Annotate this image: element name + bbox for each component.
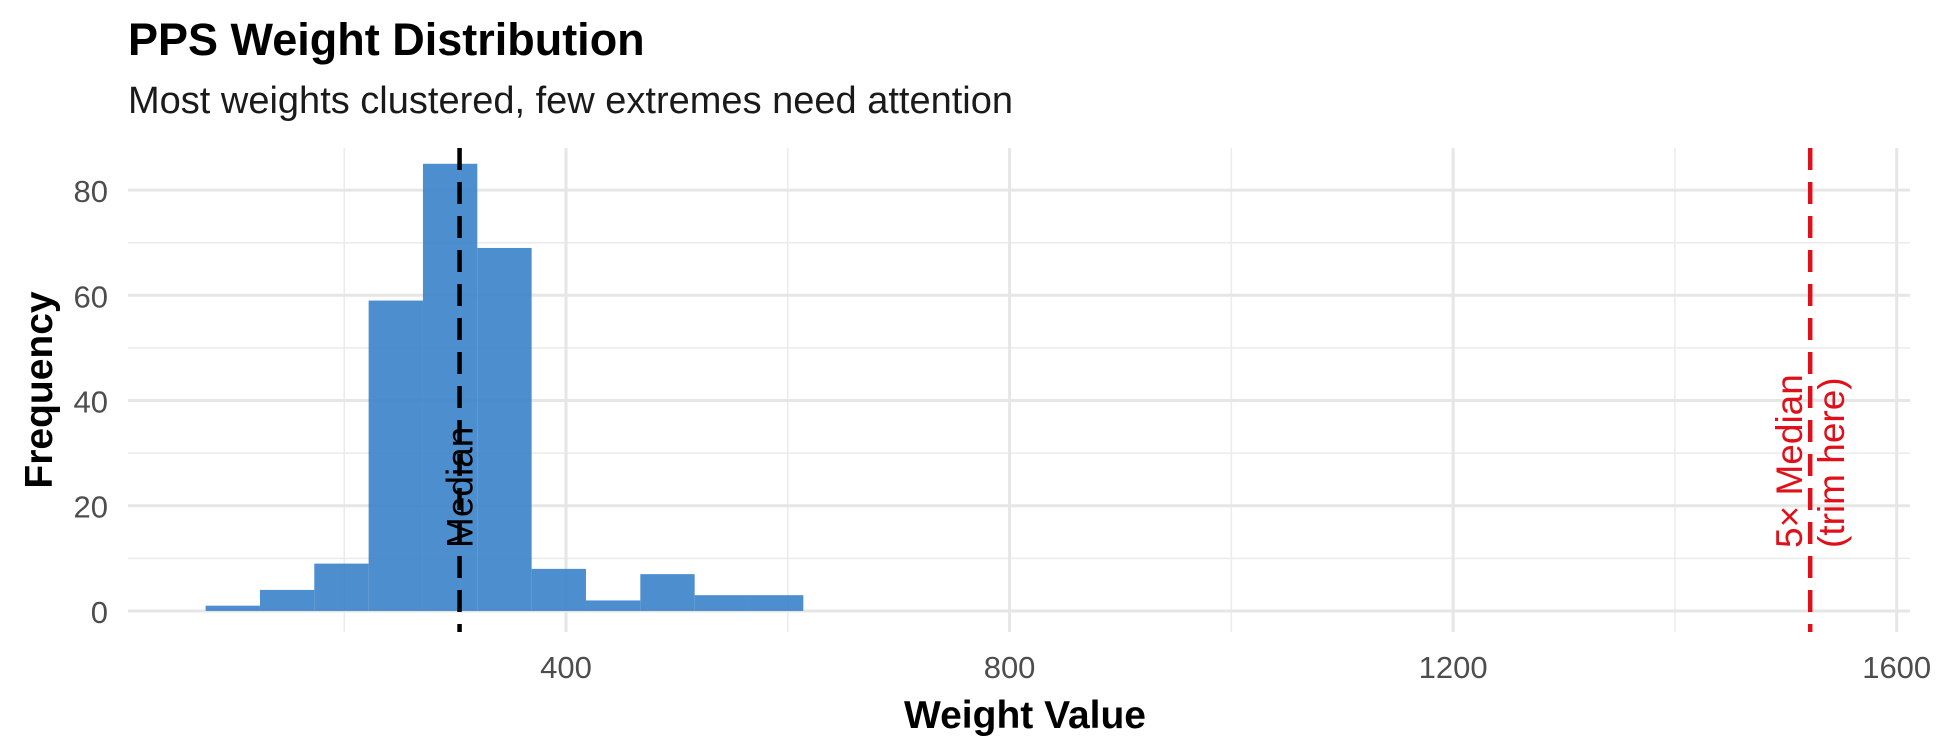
histogram-bar <box>314 563 369 611</box>
reference-lines: Median 5× Median (trim here) <box>440 148 1852 632</box>
x-tick-labels: 400 800 1200 1600 <box>540 650 1931 685</box>
x-axis-label: Weight Value <box>904 694 1146 737</box>
x-tick-label: 1200 <box>1419 650 1488 685</box>
histogram-bar <box>477 247 532 611</box>
chart-title: PPS Weight Distribution <box>128 14 645 65</box>
y-tick-label: 80 <box>74 174 108 209</box>
histogram-bar <box>748 595 804 611</box>
histogram-bar <box>259 589 315 611</box>
trim-line-label: (trim here) <box>1811 377 1852 548</box>
histogram-bars <box>205 163 804 611</box>
x-tick-label: 1600 <box>1862 650 1931 685</box>
x-tick-label: 800 <box>984 650 1036 685</box>
histogram-bar <box>531 568 586 611</box>
y-tick-label: 40 <box>74 385 108 420</box>
histogram-bar <box>694 595 749 611</box>
y-tick-label: 0 <box>91 595 108 630</box>
x-tick-label: 400 <box>540 650 592 685</box>
chart-subtitle: Most weights clustered, few extremes nee… <box>128 80 1014 122</box>
histogram-bar <box>585 600 641 611</box>
histogram-bar <box>205 605 260 611</box>
histogram-bar <box>640 574 695 611</box>
y-tick-label: 60 <box>74 279 108 314</box>
y-axis-label: Frequency <box>18 291 61 489</box>
histogram-bar <box>422 163 478 611</box>
y-tick-label: 20 <box>74 490 108 525</box>
trim-line-label: 5× Median <box>1769 374 1810 548</box>
y-tick-labels: 0 20 40 60 80 <box>74 174 108 630</box>
histogram-bar <box>368 300 423 611</box>
median-line-label: Median <box>440 427 481 548</box>
